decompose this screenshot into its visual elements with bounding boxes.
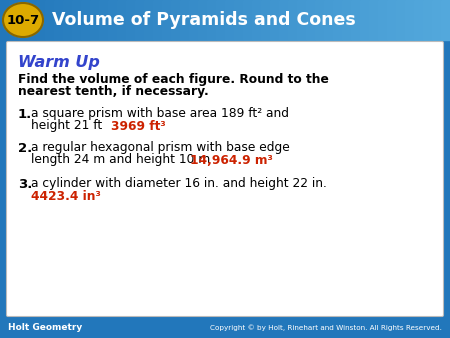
- Bar: [171, 0, 180, 40]
- Bar: [270, 0, 279, 40]
- Bar: [216, 0, 225, 40]
- Bar: [108, 0, 117, 40]
- Bar: [18, 0, 27, 40]
- Bar: [225, 0, 234, 40]
- Text: Holt Geometry: Holt Geometry: [8, 323, 82, 333]
- Text: a regular hexagonal prism with base edge: a regular hexagonal prism with base edge: [31, 142, 290, 154]
- Text: Warm Up: Warm Up: [18, 55, 100, 71]
- Bar: [99, 0, 108, 40]
- Bar: [81, 0, 90, 40]
- Text: a square prism with base area 189 ft² and: a square prism with base area 189 ft² an…: [31, 107, 289, 121]
- Bar: [405, 0, 414, 40]
- Bar: [324, 0, 333, 40]
- Text: a cylinder with diameter 16 in. and height 22 in.: a cylinder with diameter 16 in. and heig…: [31, 177, 327, 191]
- Bar: [315, 0, 324, 40]
- Bar: [234, 0, 243, 40]
- Bar: [0, 318, 450, 338]
- Ellipse shape: [3, 3, 43, 37]
- Bar: [63, 0, 72, 40]
- Bar: [198, 0, 207, 40]
- Text: Find the volume of each figure. Round to the: Find the volume of each figure. Round to…: [18, 72, 329, 86]
- Bar: [117, 0, 126, 40]
- Bar: [126, 0, 135, 40]
- Bar: [54, 0, 63, 40]
- Bar: [351, 0, 360, 40]
- Bar: [162, 0, 171, 40]
- Bar: [333, 0, 342, 40]
- Bar: [207, 0, 216, 40]
- Bar: [306, 0, 315, 40]
- Bar: [135, 0, 144, 40]
- Text: 10-7: 10-7: [6, 14, 40, 26]
- Bar: [0, 0, 450, 40]
- Bar: [27, 0, 36, 40]
- Text: 3.: 3.: [18, 177, 32, 191]
- Bar: [432, 0, 441, 40]
- Bar: [0, 0, 9, 40]
- Bar: [243, 0, 252, 40]
- Text: Copyright © by Holt, Rinehart and Winston. All Rights Reserved.: Copyright © by Holt, Rinehart and Winsto…: [210, 325, 442, 331]
- Bar: [387, 0, 396, 40]
- Bar: [279, 0, 288, 40]
- Bar: [441, 0, 450, 40]
- Bar: [369, 0, 378, 40]
- Bar: [252, 0, 261, 40]
- Bar: [36, 0, 45, 40]
- Text: height 21 ft: height 21 ft: [31, 120, 106, 132]
- Text: 2.: 2.: [18, 142, 32, 154]
- Text: 1.: 1.: [18, 107, 32, 121]
- Bar: [9, 0, 18, 40]
- Bar: [342, 0, 351, 40]
- Bar: [45, 0, 54, 40]
- Bar: [72, 0, 81, 40]
- Bar: [423, 0, 432, 40]
- FancyBboxPatch shape: [6, 42, 444, 316]
- Text: 14,964.9 m³: 14,964.9 m³: [190, 153, 273, 167]
- Bar: [288, 0, 297, 40]
- Text: Volume of Pyramids and Cones: Volume of Pyramids and Cones: [52, 11, 356, 29]
- Bar: [153, 0, 162, 40]
- Text: 4423.4 in³: 4423.4 in³: [31, 191, 101, 203]
- Bar: [261, 0, 270, 40]
- Text: length 24 m and height 10 m: length 24 m and height 10 m: [31, 153, 218, 167]
- Bar: [90, 0, 99, 40]
- Bar: [189, 0, 198, 40]
- Bar: [180, 0, 189, 40]
- Bar: [297, 0, 306, 40]
- Bar: [360, 0, 369, 40]
- Text: nearest tenth, if necessary.: nearest tenth, if necessary.: [18, 84, 209, 97]
- Bar: [414, 0, 423, 40]
- Bar: [144, 0, 153, 40]
- Text: 3969 ft³: 3969 ft³: [111, 120, 166, 132]
- Bar: [378, 0, 387, 40]
- Bar: [396, 0, 405, 40]
